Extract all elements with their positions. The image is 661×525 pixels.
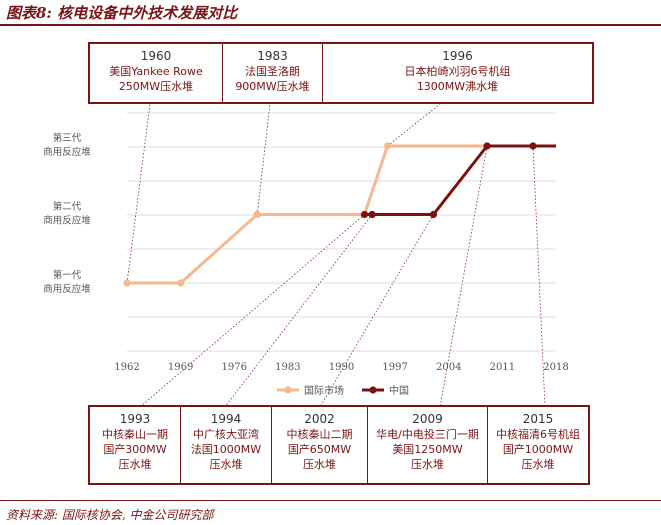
bottom-milestone-text: 中核秦山一期 [102,428,168,441]
top-milestone-text: 1300MW沸水堆 [416,80,499,93]
figure-title: 图表8: 核电设备中外技术发展对比 [6,4,238,22]
bottom-milestone-text: 压水堆 [118,458,152,471]
top-milestone-text: 250MW压水堆 [118,80,194,93]
series-line-international [127,144,556,285]
x-tick-label: 1976 [222,362,247,373]
top-milestone-text: 法国圣洛朗 [245,65,300,78]
top-milestone-text: 美国Yankee Rowe [109,65,203,78]
series-point [483,142,491,150]
bottom-milestone-2009: 2009 华电/中电投三门一期 美国1250MW 压水堆 [368,407,488,483]
top-milestone-text: 900MW压水堆 [235,80,310,93]
series-point [123,279,131,287]
series-point [383,142,392,150]
leader-line [439,145,488,408]
y-tick-label: 第一代 [53,269,82,281]
leader-line [224,214,373,408]
legend-label: 中国 [389,384,409,397]
x-tick-label: 2018 [543,362,568,373]
x-tick-label: 1983 [275,362,300,373]
y-tick-label: 第二代 [53,201,82,213]
y-tick-label: 商用反应堆 [43,283,91,295]
bottom-milestone-text: 中核秦山二期 [286,428,353,441]
bottom-milestone-boxes: 1993 中核秦山一期 国产300MW 压水堆 1994 中广核大亚湾 法国1000MW 压水… [88,405,590,485]
bottom-milestone-year: 2002 [304,412,335,426]
bottom-milestone-year: 2015 [522,412,554,426]
bottom-milestone-year: 1993 [119,412,151,426]
legend-swatch-marker [284,386,292,394]
bottom-milestone-text: 压水堆 [521,458,555,471]
bottom-milestone-year: 2009 [412,412,443,426]
y-tick-label: 商用反应堆 [43,146,91,158]
bottom-milestone-text: 国产650MW [287,443,352,456]
bottom-milestone-text: 中广核大亚湾 [193,428,259,441]
bottom-milestone-text: 华电/中电投三门一期 [376,428,479,441]
series-point [177,279,185,287]
series-line-china [364,144,556,216]
bottom-milestone-text: 压水堆 [411,458,444,471]
top-milestone-year: 1983 [257,49,288,63]
leader-line [126,103,151,284]
bottom-milestone-text: 法国1000MW [190,443,262,456]
series-point [253,210,261,219]
x-tick-label: 1990 [329,362,354,373]
top-milestone-year: 1996 [442,49,473,63]
x-tick-label: 2011 [490,362,515,373]
top-milestone-boxes: 1960 美国Yankee Rowe 250MW压水堆 1983 法国圣洛朗 900MW压… [88,42,594,104]
x-tick-label: 1969 [168,362,193,373]
bottom-milestone-1993: 1993 中核秦山一期 国产300MW 压水堆 [90,407,181,483]
bottom-milestone-text: 中核福清6号机组 [496,428,580,441]
leader-line [256,103,271,215]
top-milestone-year: 1960 [140,49,172,63]
top-milestone-1983: 1983 法国圣洛朗 900MW压水堆 [223,44,323,102]
bottom-milestone-2015: 2015 中核福清6号机组 国产1000MW 压水堆 [488,407,588,483]
bottom-milestone-text: 压水堆 [303,458,336,471]
bottom-milestone-year: 1994 [210,412,242,426]
series-point [429,210,438,219]
x-tick-label: 1962 [114,362,139,373]
source-note: 资料来源: 国际核协会, 中金公司研究部 [6,508,214,522]
x-tick-label: 2004 [436,362,461,373]
source-rule [0,500,661,501]
y-tick-label: 第三代 [53,132,82,144]
legend-label: 国际市场 [304,384,344,397]
leader-line [532,145,546,408]
legend-swatch-marker [369,386,377,394]
title-rule [0,24,661,26]
bottom-milestone-text: 国产300MW [103,443,167,456]
series-point [529,142,537,150]
bottom-milestone-text: 压水堆 [209,458,243,471]
x-tick-label: 1997 [382,362,407,373]
top-milestone-text: 日本柏崎刈羽6号机组 [404,65,511,78]
bottom-milestone-text: 美国1250MW [392,443,463,456]
bottom-milestone-1994: 1994 中广核大亚湾 法国1000MW 压水堆 [181,407,272,483]
leader-line [139,214,365,408]
series-point [360,210,369,219]
y-tick-label: 商用反应堆 [43,215,91,227]
bottom-milestone-text: 国产1000MW [502,443,574,456]
leader-line [319,214,434,408]
bottom-milestone-2002: 2002 中核秦山二期 国产650MW 压水堆 [272,407,368,483]
top-milestone-1960: 1960 美国Yankee Rowe 250MW压水堆 [90,44,223,102]
series-point [368,210,376,219]
leader-line [387,103,441,147]
top-milestone-1996: 1996 日本柏崎刈羽6号机组 1300MW沸水堆 [323,44,592,102]
